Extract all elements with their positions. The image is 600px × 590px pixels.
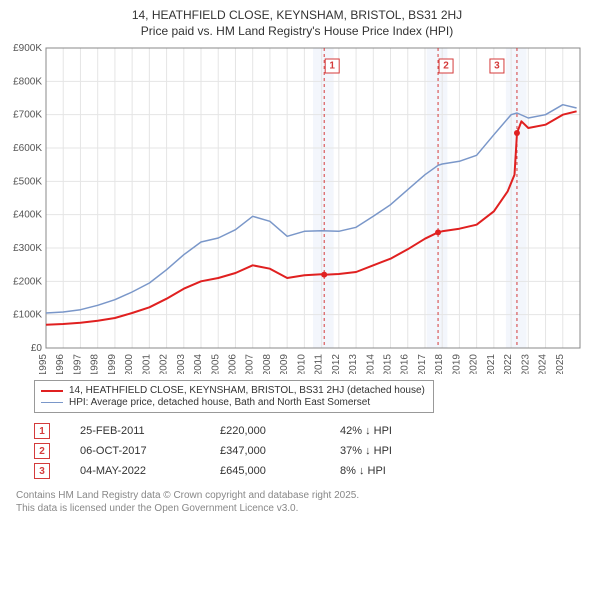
svg-text:1999: 1999 bbox=[107, 354, 118, 374]
svg-text:2005: 2005 bbox=[210, 354, 221, 374]
svg-text:2018: 2018 bbox=[434, 354, 445, 374]
svg-text:2020: 2020 bbox=[469, 354, 480, 374]
svg-text:2007: 2007 bbox=[245, 354, 256, 374]
svg-text:2002: 2002 bbox=[159, 354, 170, 374]
title-line1: 14, HEATHFIELD CLOSE, KEYNSHAM, BRISTOL,… bbox=[6, 8, 588, 22]
svg-text:2019: 2019 bbox=[451, 354, 462, 374]
svg-text:2012: 2012 bbox=[331, 354, 342, 374]
svg-text:2: 2 bbox=[443, 61, 449, 72]
sale-row: 1 25-FEB-2011 £220,000 42% ↓ HPI bbox=[34, 423, 578, 439]
svg-text:2022: 2022 bbox=[503, 354, 514, 374]
svg-text:2010: 2010 bbox=[296, 354, 307, 374]
svg-text:2000: 2000 bbox=[124, 354, 135, 374]
sale-date: 25-FEB-2011 bbox=[80, 425, 220, 437]
svg-text:1997: 1997 bbox=[72, 354, 83, 374]
svg-text:2008: 2008 bbox=[262, 354, 273, 374]
svg-text:2001: 2001 bbox=[141, 354, 152, 374]
svg-text:£400K: £400K bbox=[13, 210, 42, 221]
legend-swatch bbox=[41, 390, 63, 392]
svg-text:£300K: £300K bbox=[13, 243, 42, 254]
svg-text:1996: 1996 bbox=[55, 354, 66, 374]
svg-text:£0: £0 bbox=[31, 343, 43, 354]
legend-label: HPI: Average price, detached house, Bath… bbox=[69, 397, 370, 408]
legend-swatch bbox=[41, 402, 63, 403]
footer-line1: Contains HM Land Registry data © Crown c… bbox=[16, 489, 578, 502]
svg-text:£200K: £200K bbox=[13, 276, 42, 287]
svg-text:2004: 2004 bbox=[193, 354, 204, 374]
svg-text:£700K: £700K bbox=[13, 110, 42, 121]
svg-text:2003: 2003 bbox=[176, 354, 187, 374]
svg-text:2013: 2013 bbox=[348, 354, 359, 374]
svg-text:3: 3 bbox=[494, 61, 500, 72]
sale-diff: 37% ↓ HPI bbox=[340, 445, 460, 457]
svg-text:2006: 2006 bbox=[227, 354, 238, 374]
sale-price: £347,000 bbox=[220, 445, 340, 457]
title-line2: Price paid vs. HM Land Registry's House … bbox=[6, 24, 588, 38]
svg-text:£100K: £100K bbox=[13, 310, 42, 321]
footer: Contains HM Land Registry data © Crown c… bbox=[16, 489, 578, 515]
svg-text:£600K: £600K bbox=[13, 143, 42, 154]
sale-marker-icon: 3 bbox=[34, 463, 50, 479]
titles: 14, HEATHFIELD CLOSE, KEYNSHAM, BRISTOL,… bbox=[6, 8, 588, 38]
footer-line2: This data is licensed under the Open Gov… bbox=[16, 502, 578, 515]
svg-text:2023: 2023 bbox=[520, 354, 531, 374]
sales-table: 1 25-FEB-2011 £220,000 42% ↓ HPI 2 06-OC… bbox=[34, 423, 578, 479]
price-chart: £0 £100K £200K £300K £400K £500K £600K £700K £80… bbox=[6, 44, 588, 374]
sale-price: £645,000 bbox=[220, 465, 340, 477]
sale-marker-icon: 1 bbox=[34, 423, 50, 439]
sale-row: 3 04-MAY-2022 £645,000 8% ↓ HPI bbox=[34, 463, 578, 479]
legend-item: 14, HEATHFIELD CLOSE, KEYNSHAM, BRISTOL,… bbox=[41, 385, 427, 396]
svg-text:2025: 2025 bbox=[555, 354, 566, 374]
svg-text:£500K: £500K bbox=[13, 176, 42, 187]
svg-text:1998: 1998 bbox=[90, 354, 101, 374]
svg-text:2009: 2009 bbox=[279, 354, 290, 374]
sale-price: £220,000 bbox=[220, 425, 340, 437]
chart-container: 14, HEATHFIELD CLOSE, KEYNSHAM, BRISTOL,… bbox=[0, 0, 600, 519]
legend-label: 14, HEATHFIELD CLOSE, KEYNSHAM, BRISTOL,… bbox=[69, 385, 425, 396]
svg-text:2014: 2014 bbox=[365, 354, 376, 374]
svg-text:2021: 2021 bbox=[486, 354, 497, 374]
sale-row: 2 06-OCT-2017 £347,000 37% ↓ HPI bbox=[34, 443, 578, 459]
sale-marker-icon: 2 bbox=[34, 443, 50, 459]
svg-text:£900K: £900K bbox=[13, 44, 42, 54]
sale-diff: 8% ↓ HPI bbox=[340, 465, 460, 477]
svg-text:2017: 2017 bbox=[417, 354, 428, 374]
sale-diff: 42% ↓ HPI bbox=[340, 425, 460, 437]
svg-text:2016: 2016 bbox=[400, 354, 411, 374]
legend: 14, HEATHFIELD CLOSE, KEYNSHAM, BRISTOL,… bbox=[34, 380, 434, 413]
svg-text:£800K: £800K bbox=[13, 76, 42, 87]
svg-text:2024: 2024 bbox=[538, 354, 549, 374]
sale-date: 06-OCT-2017 bbox=[80, 445, 220, 457]
sale-date: 04-MAY-2022 bbox=[80, 465, 220, 477]
svg-text:2011: 2011 bbox=[314, 354, 325, 374]
svg-text:2015: 2015 bbox=[383, 354, 394, 374]
svg-text:1: 1 bbox=[329, 61, 335, 72]
svg-text:1995: 1995 bbox=[38, 354, 49, 374]
legend-item: HPI: Average price, detached house, Bath… bbox=[41, 397, 427, 408]
